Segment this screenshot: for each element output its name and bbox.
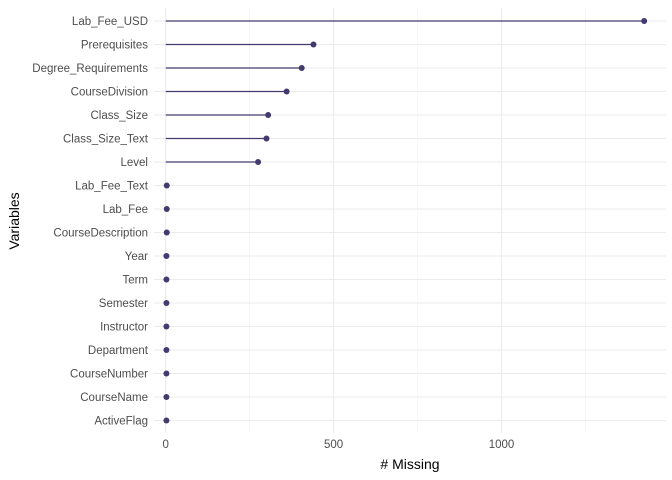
y-tick-label: Term — [122, 275, 148, 287]
lollipop-point — [255, 159, 262, 165]
x-tick-label: 0 — [163, 439, 169, 451]
y-tick-label: Instructor — [100, 322, 148, 334]
lollipop-point — [641, 18, 648, 24]
y-tick-label: Class_Size — [90, 110, 148, 122]
y-tick-label: CourseDivision — [71, 87, 148, 99]
y-tick-label: Prerequisites — [81, 40, 148, 52]
lollipop-marks — [163, 18, 648, 424]
x-tick-label: 500 — [324, 439, 343, 451]
lollipop-point — [283, 88, 290, 95]
lollipop-point — [263, 135, 270, 142]
lollipop-point — [163, 347, 170, 353]
y-tick-label: CourseName — [80, 392, 148, 404]
y-tick-label: CourseDescription — [53, 228, 148, 240]
y-tick-label: Lab_Fee_Text — [75, 181, 149, 193]
lollipop-point — [163, 229, 170, 236]
y-tick-label: Lab_Fee — [103, 204, 148, 216]
y-tick-label: Lab_Fee_USD — [72, 16, 148, 28]
x-tick-label: 1000 — [489, 439, 515, 451]
y-tick-label: Department — [88, 345, 149, 357]
y-tick-label: Degree_Requirements — [32, 63, 148, 75]
grid-lines — [154, 8, 666, 433]
y-tick-label: Semester — [99, 298, 148, 310]
y-tick-label: Class_Size_Text — [63, 134, 149, 146]
x-axis-tick-labels: 0 500 1000 — [163, 439, 515, 451]
lollipop-point — [298, 65, 305, 71]
y-tick-label: ActiveFlag — [94, 416, 148, 428]
lollipop-point — [163, 182, 170, 189]
lollipop-point — [163, 370, 170, 377]
lollipop-point — [163, 394, 170, 400]
y-axis-tick-labels: Lab_Fee_USD Prerequisites Degree_Requireme… — [32, 16, 149, 428]
x-axis-title: # Missing — [380, 456, 439, 472]
lollipop-point — [163, 417, 170, 424]
lollipop-point — [163, 206, 170, 212]
lollipop-point — [163, 323, 170, 330]
y-tick-label: CourseNumber — [70, 369, 148, 381]
lollipop-point — [265, 112, 272, 118]
lollipop-point — [163, 276, 170, 283]
lollipop-point — [310, 41, 317, 48]
y-axis-title: Variables — [6, 192, 22, 249]
y-tick-label: Level — [121, 157, 149, 169]
lollipop-point — [163, 300, 170, 306]
lollipop-point — [163, 253, 170, 259]
y-tick-label: Year — [125, 251, 148, 263]
